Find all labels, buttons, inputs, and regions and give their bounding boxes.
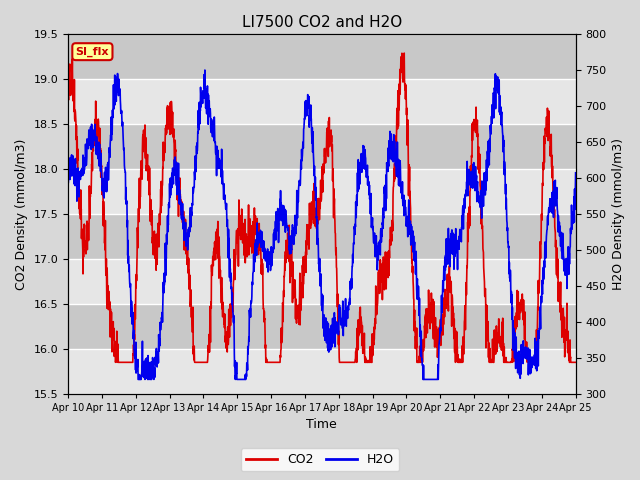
H2O — [557, 241, 565, 247]
CO2 — [64, 96, 72, 101]
H2O — [572, 170, 579, 176]
Line: H2O: H2O — [68, 70, 575, 379]
H2O — [64, 180, 72, 185]
CO2 — [557, 312, 565, 318]
Bar — [68, 259, 575, 304]
CO2 — [90, 136, 98, 142]
CO2 — [557, 303, 565, 309]
X-axis label: Time: Time — [307, 419, 337, 432]
H2O — [201, 67, 209, 73]
Title: LI7500 CO2 and H2O: LI7500 CO2 and H2O — [242, 15, 402, 30]
CO2 — [311, 213, 319, 218]
CO2 — [298, 280, 305, 286]
H2O — [134, 376, 142, 382]
Y-axis label: H2O Density (mmol/m3): H2O Density (mmol/m3) — [612, 138, 625, 290]
CO2 — [111, 360, 119, 365]
H2O — [90, 132, 98, 137]
Line: CO2: CO2 — [68, 53, 575, 362]
Bar — [68, 349, 575, 394]
CO2 — [401, 50, 408, 56]
H2O — [465, 185, 472, 191]
H2O — [557, 229, 565, 235]
Legend: CO2, H2O: CO2, H2O — [241, 448, 399, 471]
H2O — [312, 174, 319, 180]
H2O — [298, 158, 306, 164]
Y-axis label: CO2 Density (mmol/m3): CO2 Density (mmol/m3) — [15, 138, 28, 289]
CO2 — [465, 210, 472, 216]
CO2 — [572, 360, 579, 365]
Text: SI_flx: SI_flx — [76, 47, 109, 57]
Bar — [68, 169, 575, 214]
Bar — [68, 79, 575, 124]
